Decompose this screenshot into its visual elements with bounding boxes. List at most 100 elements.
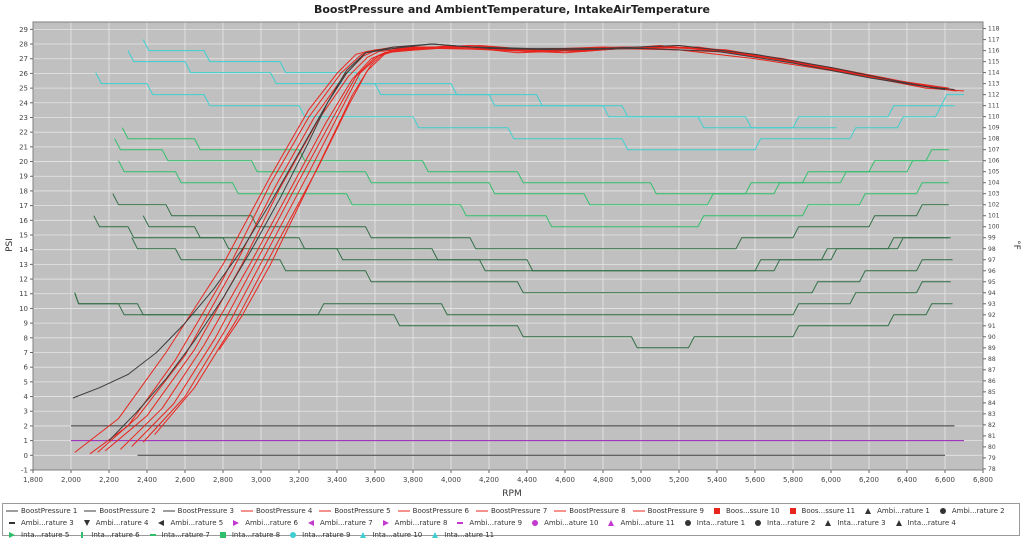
legend-marker xyxy=(305,519,317,527)
y-tick-label: 13 xyxy=(19,261,28,269)
x-tick-label: 4,200 xyxy=(479,476,499,484)
x-tick-label: 6,600 xyxy=(935,476,955,484)
y-tick-label: 1 xyxy=(24,437,28,445)
legend-item: BoostPressure 4 xyxy=(240,505,313,517)
legend-label: BoostPressure 8 xyxy=(569,507,626,515)
legend-marker xyxy=(287,531,299,539)
x-tick-label: 4,800 xyxy=(593,476,613,484)
x-tick-label: 4,600 xyxy=(555,476,575,484)
x-tick-label: 2,400 xyxy=(137,476,157,484)
y-tick-label: 29 xyxy=(19,26,28,34)
legend-item: BoostPressure 6 xyxy=(397,505,469,517)
x-tick-label: 3,200 xyxy=(289,476,309,484)
legend-item: Ambi...rature 4 xyxy=(81,517,148,529)
y-tick-label: 11 xyxy=(19,290,28,298)
legend-label: BoostPressure 7 xyxy=(490,507,548,515)
legend-label: Inta...rature 7 xyxy=(161,531,210,539)
y2-tick-label: 107 xyxy=(988,147,1000,154)
legend-marker xyxy=(529,519,541,527)
legend-item: Ambi...rature 5 xyxy=(155,517,223,529)
legend-marker xyxy=(475,507,488,515)
legend-marker xyxy=(319,507,332,515)
y-tick-label: 20 xyxy=(19,158,28,166)
y2-tick-label: 99 xyxy=(988,235,996,242)
legend-item: Inta...rature 6 xyxy=(76,529,140,541)
legend-marker xyxy=(682,519,694,527)
y-tick-label: 21 xyxy=(19,143,28,151)
legend-marker xyxy=(81,519,93,527)
legend-item: Inta...rature 9 xyxy=(287,529,350,541)
legend-label: Inta...rature 8 xyxy=(231,531,281,539)
legend-item: Inta...ature 10 xyxy=(357,529,422,541)
legend-marker xyxy=(217,531,229,539)
legend-label: Inta...rature 4 xyxy=(907,519,956,527)
legend-marker xyxy=(429,531,441,539)
x-tick-label: 2,200 xyxy=(99,476,119,484)
legend-marker xyxy=(752,519,764,527)
y2-tick-label: 86 xyxy=(988,378,996,385)
legend-item: BoostPressure 8 xyxy=(554,505,626,517)
x-tick-label: 5,000 xyxy=(631,476,651,484)
legend-marker xyxy=(147,531,159,539)
x-tick-label: 3,600 xyxy=(365,476,385,484)
legend-label: BoostPressure 3 xyxy=(177,507,234,515)
legend-label: Ambi...rature 2 xyxy=(951,507,1005,515)
y2-tick-label: 89 xyxy=(988,345,996,352)
legend: BoostPressure 1 BoostPressure 2 BoostPress… xyxy=(2,503,1020,539)
y2-tick-label: 82 xyxy=(988,422,996,429)
x-tick-label: 2,600 xyxy=(175,476,195,484)
legend-marker xyxy=(822,519,834,527)
chart-title: BoostPressure and AmbientTemperature, In… xyxy=(314,3,710,16)
legend-marker xyxy=(554,507,567,515)
x-tick-label: 6,800 xyxy=(973,476,993,484)
y-axis-right: 78 79 80 81 82 83 84 85 86 87 88 89 90 91 92 93 94 95 96 97… xyxy=(983,26,1000,473)
y2-tick-label: 106 xyxy=(988,158,1000,165)
y2-tick-label: 118 xyxy=(988,26,1000,33)
y2-tick-label: 96 xyxy=(988,268,996,275)
y2-tick-label: 100 xyxy=(988,224,1000,231)
y-tick-label: 24 xyxy=(19,99,28,107)
y-tick-label: 25 xyxy=(19,85,28,93)
temperature-series-line xyxy=(95,72,955,151)
legend-item: Ambi...rature 7 xyxy=(305,517,373,529)
x-tick-label: 3,400 xyxy=(327,476,347,484)
y-tick-label: 16 xyxy=(19,217,28,225)
legend-marker xyxy=(84,507,97,515)
legend-item: BoostPressure 1 xyxy=(6,505,77,517)
y-axis-left: -101234567891011121314151617181920212223… xyxy=(19,26,33,475)
legend-item: Ambi...rature 3 xyxy=(6,517,74,529)
legend-item: Inta...rature 4 xyxy=(893,517,956,529)
legend-marker xyxy=(862,507,874,515)
legend-label: Ambi...rature 7 xyxy=(319,519,373,527)
legend-marker xyxy=(6,531,18,539)
x-axis-label: RPM xyxy=(502,489,521,499)
boost-series-line xyxy=(108,43,946,441)
legend-marker xyxy=(632,507,645,515)
y2-tick-label: 78 xyxy=(988,466,996,473)
x-tick-label: 5,200 xyxy=(669,476,689,484)
legend-label: Ambi...rature 8 xyxy=(394,519,448,527)
legend-label: BoostPressure 4 xyxy=(255,507,313,515)
temperature-series-line xyxy=(112,193,949,250)
x-tick-label: 6,200 xyxy=(859,476,879,484)
y2-tick-label: 93 xyxy=(988,301,996,308)
y2-tick-label: 114 xyxy=(988,70,1000,77)
legend-item: Ambi...rature 9 xyxy=(454,517,522,529)
legend-item: BoostPressure 3 xyxy=(162,505,234,517)
temperature-series-line xyxy=(142,39,837,129)
legend-label: Inta...ature 11 xyxy=(444,531,495,539)
y-tick-label: 17 xyxy=(19,202,28,210)
y2-tick-label: 111 xyxy=(988,103,1000,110)
legend-label: Inta...rature 3 xyxy=(837,519,886,527)
legend-marker xyxy=(605,519,617,527)
y2-tick-label: 91 xyxy=(988,323,996,330)
legend-item: Ambi...rature 1 xyxy=(862,505,930,517)
y-tick-label: 26 xyxy=(19,70,28,78)
temperature-series-line xyxy=(142,215,951,272)
y-tick-label: 19 xyxy=(19,173,28,181)
y2-tick-label: 87 xyxy=(988,367,996,374)
temperature-series-line xyxy=(131,237,953,294)
x-tick-label: 5,400 xyxy=(707,476,727,484)
legend-item: Inta...rature 8 xyxy=(217,529,280,541)
legend-label: BoostPressure 5 xyxy=(334,507,391,515)
